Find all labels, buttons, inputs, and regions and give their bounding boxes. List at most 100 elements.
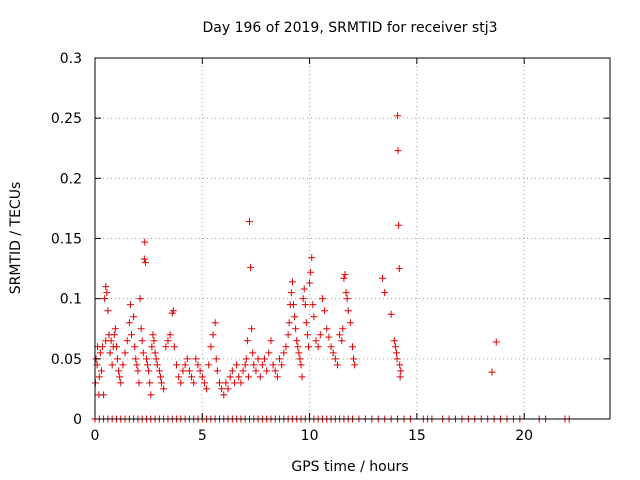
data-point: [342, 289, 350, 297]
y-tick-label: 0.1: [60, 292, 82, 308]
data-point: [241, 361, 249, 369]
data-point: [160, 385, 168, 393]
data-point: [149, 331, 157, 339]
data-point: [391, 343, 399, 351]
data-point: [318, 295, 326, 303]
data-point: [139, 349, 147, 357]
data-point: [209, 331, 217, 339]
data-point: [349, 343, 356, 351]
data-point: [291, 313, 299, 321]
data-point: [298, 373, 306, 381]
data-point: [246, 218, 253, 226]
data-point: [222, 379, 230, 387]
data-point: [248, 325, 256, 333]
data-point: [390, 337, 398, 345]
x-tick-label: 10: [301, 428, 319, 444]
data-point: [394, 112, 402, 120]
y-tick-label: 0.05: [51, 352, 82, 368]
x-tick-label: 20: [515, 428, 533, 444]
data-point: [316, 331, 324, 339]
data-point: [271, 367, 279, 375]
data-point: [351, 361, 359, 369]
data-point: [150, 337, 158, 345]
data-point: [254, 355, 262, 363]
data-point: [198, 373, 206, 381]
chart-title: Day 196 of 2019, SRMTID for receiver stj…: [203, 20, 498, 36]
data-point: [97, 367, 105, 375]
data-point: [143, 355, 150, 363]
data-point: [185, 367, 193, 375]
y-tick-label: 0.3: [60, 51, 82, 67]
data-point: [381, 289, 389, 297]
data-point: [395, 265, 403, 273]
x-tick-label: 5: [198, 428, 207, 444]
data-point: [141, 259, 149, 267]
data-point: [325, 333, 333, 341]
data-point: [492, 338, 500, 346]
data-point: [121, 349, 129, 357]
data-point: [346, 319, 354, 327]
data-point: [336, 331, 344, 339]
data-point: [392, 349, 400, 357]
data-point: [267, 337, 275, 345]
data-point: [147, 391, 155, 399]
data-point: [125, 319, 133, 327]
data-point: [134, 367, 142, 375]
data-point: [343, 295, 351, 303]
data-point: [207, 343, 215, 351]
data-point: [226, 373, 234, 381]
data-point: [293, 337, 301, 345]
data-point: [110, 331, 118, 339]
data-point: [190, 379, 198, 387]
data-point: [488, 368, 496, 376]
data-point: [145, 367, 153, 375]
data-point: [212, 355, 220, 363]
data-point: [194, 361, 202, 369]
data-points: [91, 112, 573, 423]
data-point: [287, 289, 295, 297]
data-point: [312, 337, 320, 345]
data-point: [397, 367, 405, 375]
data-point: [252, 367, 260, 375]
data-point: [112, 343, 120, 351]
data-point: [135, 379, 143, 387]
data-point: [331, 355, 339, 363]
data-point: [273, 373, 281, 381]
data-point: [96, 349, 104, 357]
data-point: [138, 337, 146, 345]
data-point: [288, 278, 296, 286]
data-point: [394, 147, 402, 155]
data-point: [148, 343, 156, 351]
data-point: [285, 319, 293, 327]
data-point: [100, 391, 108, 399]
data-point: [192, 355, 200, 363]
data-point: [106, 349, 114, 357]
data-point: [341, 271, 349, 279]
data-point: [211, 319, 219, 327]
data-point: [162, 343, 170, 351]
grid-lines: [95, 58, 610, 419]
data-point: [101, 295, 109, 303]
data-point: [396, 361, 404, 369]
data-point: [183, 355, 191, 363]
data-point: [132, 355, 140, 363]
data-point: [166, 331, 174, 339]
data-point: [237, 379, 245, 387]
data-point: [144, 361, 152, 369]
data-point: [338, 337, 346, 345]
data-point: [103, 289, 111, 297]
data-point: [395, 221, 403, 229]
data-point: [127, 331, 135, 339]
y-tick-label: 0.25: [51, 111, 82, 127]
data-point: [308, 254, 316, 262]
data-point: [294, 343, 302, 351]
data-point: [155, 367, 163, 375]
data-point: [181, 361, 189, 369]
data-point: [115, 367, 123, 375]
data-point: [297, 361, 305, 369]
data-point: [177, 379, 185, 387]
data-point: [126, 301, 134, 309]
data-point: [99, 343, 107, 351]
data-point: [200, 379, 208, 387]
